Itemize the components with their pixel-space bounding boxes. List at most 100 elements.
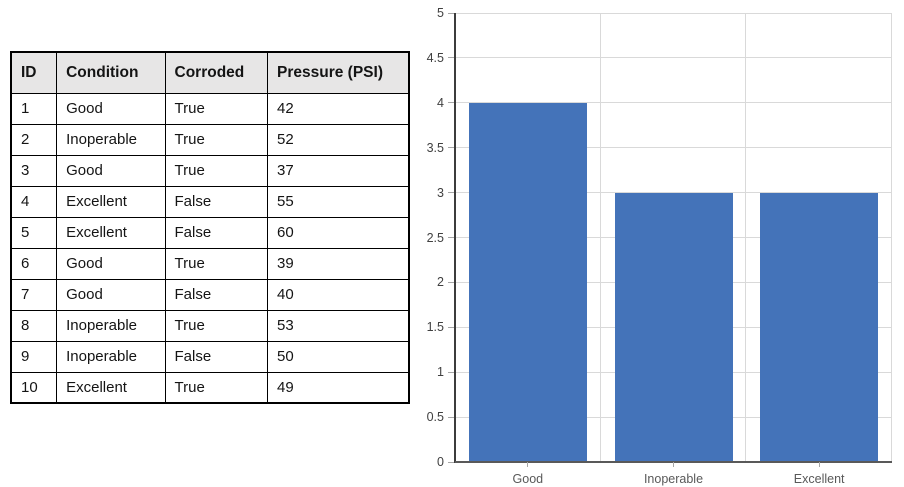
y-tick-mark [448,371,455,373]
table-cell: 3 [10,154,58,187]
y-tick-label: 3.5 [426,140,444,155]
bar-good [468,102,587,462]
table-cell: 50 [267,340,410,373]
table-row: 3 Good True 37 [10,154,410,187]
table-cell: 9 [10,340,58,373]
table-cell: 5 [10,216,58,249]
table-cell: 2 [10,123,58,156]
table-cell: False [164,185,269,218]
y-tick-mark [448,237,455,238]
y-tick-label: 0.5 [426,410,444,425]
table-cell: Inoperable [56,123,166,156]
table-header: ID Condition Corroded Pressure (PSI) [10,51,410,94]
x-category-label: Excellent [793,472,845,486]
table-cell: False [164,216,269,249]
table-row: 8 Inoperable True 53 [10,309,410,342]
x-axis-line [455,461,892,463]
y-tick-label: 2 [437,275,444,290]
gridline-horizontal [455,57,892,59]
y-tick-label: 4.5 [426,50,444,65]
column-header-condition: Condition [56,51,166,94]
pipe-inspection-table: ID Condition Corroded Pressure (PSI) 1 Good T… [10,51,410,404]
table-row: 4 Excellent False 55 [10,185,410,218]
y-tick-mark [448,416,455,418]
table-body: 1 Good True 42 2 Inoperable True 52 3 Good True 37 4… [10,92,410,404]
x-tick-mark [527,462,529,467]
table-cell: 37 [267,154,410,187]
y-tick-mark [448,192,455,194]
y-tick-mark [448,102,455,104]
table-cell: True [164,123,269,156]
y-tick-label: 2.5 [426,230,444,245]
y-tick-mark [448,281,455,283]
table-row: 5 Excellent False 60 [10,216,410,249]
table-cell: True [164,309,269,342]
y-axis-line [454,13,456,463]
gridline-horizontal [455,147,892,149]
table-row: 7 Good False 40 [10,278,410,311]
table-cell: 7 [10,278,58,311]
x-category-label: Inoperable [643,472,704,486]
table-cell: Inoperable [56,340,166,373]
table-cell: False [164,278,269,311]
x-tick-mark [673,462,674,467]
y-tick-label: 3 [437,185,444,200]
gridline-vertical [599,13,601,462]
table-cell: Good [56,154,166,187]
table-cell: True [164,92,269,125]
table-row: 9 Inoperable False 50 [10,340,410,373]
table-cell: 49 [267,371,410,404]
table-cell: Good [56,247,166,280]
gridline-horizontal [455,102,892,104]
table-row: 1 Good True 42 [10,92,410,125]
table-cell: 1 [10,92,58,125]
table-cell: 52 [267,123,410,156]
bar-excellent [760,192,879,462]
table-cell: 8 [10,309,58,342]
table-cell: Inoperable [56,309,166,342]
gridline-vertical [745,13,747,462]
y-tick-label: 0 [437,455,444,469]
gridline-vertical [891,13,892,462]
y-tick-label: 4 [437,95,444,110]
table-cell: Excellent [56,371,166,404]
table-row: 6 Good True 39 [10,247,410,280]
table-cell: 6 [10,247,58,280]
table-cell: True [164,371,269,404]
table-row: 10 Excellent True 49 [10,371,410,404]
table-cell: 4 [10,185,58,218]
y-tick-label: 1 [437,365,444,380]
table-cell: False [164,340,269,373]
table-cell: Excellent [56,185,166,218]
column-header-pressure-psi: Pressure (PSI) [267,51,410,94]
table-cell: 53 [267,309,410,342]
table-cell: Good [56,92,166,125]
table-cell: True [164,247,269,280]
chart-plot-area [455,13,892,462]
table-cell: 55 [267,185,410,218]
table-cell: 39 [267,247,410,280]
column-header-corroded: Corroded [164,51,269,94]
table-row: 2 Inoperable True 52 [10,123,410,156]
gridline-horizontal [455,13,892,14]
table-cell: 10 [10,371,58,404]
y-tick-mark [448,326,455,328]
table-header-row: ID Condition Corroded Pressure (PSI) [10,51,410,94]
x-category-label: Good [512,472,544,486]
y-tick-label: 1.5 [426,320,444,335]
table-cell: 40 [267,278,410,311]
table-cell: 42 [267,92,410,125]
y-tick-mark [448,12,455,14]
column-header-id: ID [10,51,58,94]
table-cell: Excellent [56,216,166,249]
bar-inoperable [614,192,733,462]
condition-count-bar-chart: 0 0.5 1 1.5 2 2.5 3 3.5 4 4.5 5 Good Inoperable Excel… [427,6,892,486]
x-tick-mark [818,462,820,467]
table-cell: True [164,154,269,187]
y-tick-mark [448,461,455,463]
table-cell: 60 [267,216,410,249]
y-tick-mark [448,57,455,59]
y-tick-label: 5 [437,6,444,20]
table-cell: Good [56,278,166,311]
